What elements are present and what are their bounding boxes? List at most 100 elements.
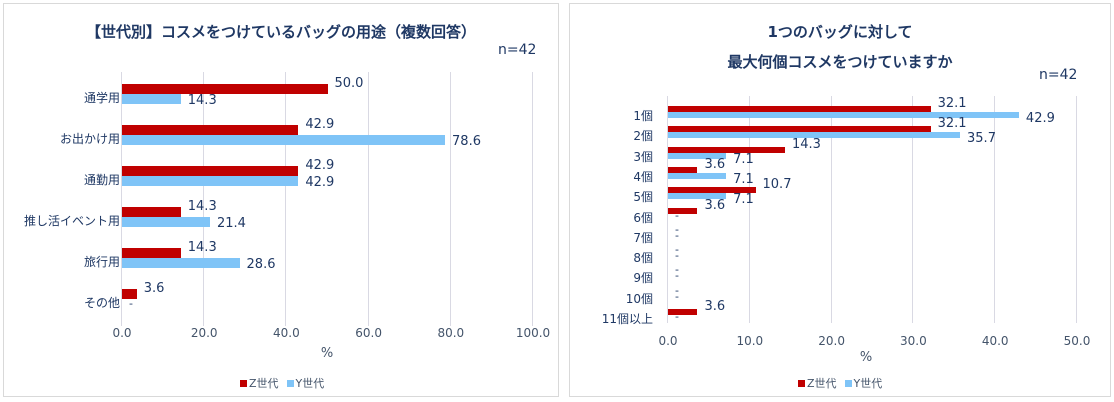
x-axis-title: % xyxy=(320,346,334,361)
data-label: 14.3 xyxy=(187,199,217,214)
data-label: 21.4 xyxy=(216,216,246,231)
data-label: 14.3 xyxy=(187,93,217,108)
data-label-empty: - xyxy=(675,310,679,323)
data-label: 10.7 xyxy=(762,177,792,193)
data-label-empty: - xyxy=(675,263,679,277)
bar-y xyxy=(122,217,210,227)
bar-z xyxy=(122,248,181,258)
legend-swatch-y xyxy=(844,379,852,387)
bar-z xyxy=(122,84,328,94)
bar-y xyxy=(122,135,446,145)
legend: Z世代 Y世代 xyxy=(240,375,324,391)
data-label-empty: - xyxy=(675,283,679,297)
x-tick-label: 0.0 xyxy=(658,334,678,348)
chart-title-line2: 最大何個コスメをつけていますか xyxy=(727,53,953,71)
gridline xyxy=(285,72,287,326)
bar-z xyxy=(668,146,785,153)
data-label: 42.9 xyxy=(305,117,335,132)
legend-swatch-z xyxy=(798,379,805,387)
legend-swatch-y xyxy=(286,379,294,387)
data-label: 28.6 xyxy=(246,257,276,272)
legend-swatch-z xyxy=(240,379,247,387)
category-label: 6個 xyxy=(633,210,653,225)
chart-panel-count: 1つのバッグに対して 最大何個コスメをつけていますか n=42 0.0 10.0 2… xyxy=(569,3,1111,397)
bar-z xyxy=(668,187,756,194)
legend-item-z: Z世代 xyxy=(240,375,279,391)
legend: Z世代 Y世代 xyxy=(798,375,882,391)
data-label: 35.7 xyxy=(967,131,996,147)
gridline xyxy=(449,72,451,326)
category-label: 11個以上 xyxy=(601,312,653,326)
gridline xyxy=(1076,96,1077,323)
data-label: 42.9 xyxy=(305,175,335,190)
gridline xyxy=(830,96,832,323)
category-label: 通勤用 xyxy=(83,173,120,187)
data-label: 3.6 xyxy=(143,281,165,296)
x-tick-label: 20.0 xyxy=(818,334,845,348)
category-label: お出かけ用 xyxy=(59,132,120,146)
data-label-empty: - xyxy=(675,228,679,242)
x-tick-label: 0.0 xyxy=(112,326,132,340)
category-label: 旅行用 xyxy=(83,255,120,269)
sample-size: n=42 xyxy=(498,42,537,58)
data-label: 32.1 xyxy=(937,116,967,132)
bar-z xyxy=(122,166,299,176)
category-label: 推し活イベント用 xyxy=(23,214,120,228)
data-label-empty: - xyxy=(675,208,679,222)
data-label: 14.3 xyxy=(791,136,821,152)
category-label: 2個 xyxy=(633,129,653,144)
bar-y xyxy=(668,172,727,179)
category-label: 1個 xyxy=(633,109,653,123)
x-tick-label: 60.0 xyxy=(355,326,382,340)
bar-z xyxy=(668,106,931,112)
x-tick-label: 10.0 xyxy=(736,334,764,348)
data-label: 7.1 xyxy=(733,151,754,167)
x-tick-label: 100.0 xyxy=(515,326,551,340)
category-label: 10個 xyxy=(625,291,653,306)
x-axis-title: % xyxy=(859,350,873,365)
gridline xyxy=(532,72,533,326)
data-label: 42.9 xyxy=(305,158,335,173)
bar-y xyxy=(668,132,961,139)
category-label: 7個 xyxy=(633,230,653,245)
category-label: 3個 xyxy=(633,149,653,164)
gridline xyxy=(121,72,122,326)
bar-z xyxy=(122,125,299,135)
bar-y xyxy=(122,176,299,186)
bar-z xyxy=(668,126,931,133)
data-label-empty: - xyxy=(675,249,679,263)
data-label: 3.6 xyxy=(704,156,726,172)
data-label: 78.6 xyxy=(452,134,481,149)
category-label: その他 xyxy=(83,296,120,310)
x-tick-label: 20.0 xyxy=(190,326,218,340)
category-label: 通学用 xyxy=(83,91,120,105)
chart-panel-usage: 【世代別】コスメをつけているバッグの用途（複数回答） n=42 0.0 20.0 4… xyxy=(3,3,559,397)
data-label: 32.1 xyxy=(937,96,967,111)
x-tick-label: 40.0 xyxy=(981,334,1009,348)
data-label-empty: - xyxy=(675,243,679,257)
category-label: 9個 xyxy=(633,271,653,286)
sample-size: n=42 xyxy=(1039,67,1078,83)
data-label: 3.6 xyxy=(704,197,726,213)
gridline xyxy=(667,96,668,323)
x-tick-label: 40.0 xyxy=(273,326,300,340)
bar-y xyxy=(668,112,1019,118)
category-label: 5個 xyxy=(633,190,653,205)
data-label: 7.1 xyxy=(733,171,754,187)
x-tick-label: 80.0 xyxy=(437,326,465,340)
gridline xyxy=(367,72,369,326)
bar-z xyxy=(668,207,698,214)
bar-z xyxy=(122,207,181,217)
legend-item-y: Y世代 xyxy=(286,375,324,391)
data-label: 14.3 xyxy=(187,240,217,255)
category-label: 8個 xyxy=(633,251,653,266)
chart-title: 【世代別】コスメをつけているバッグの用途（複数回答） xyxy=(85,23,476,41)
x-tick-label: 50.0 xyxy=(1063,334,1091,348)
gridline xyxy=(203,72,205,326)
bar-z xyxy=(122,289,137,299)
gridline xyxy=(912,96,914,323)
data-label: 50.0 xyxy=(334,76,364,91)
legend-item-y: Y世代 xyxy=(844,375,882,391)
bar-z xyxy=(668,166,698,173)
data-label-empty: - xyxy=(675,269,679,283)
